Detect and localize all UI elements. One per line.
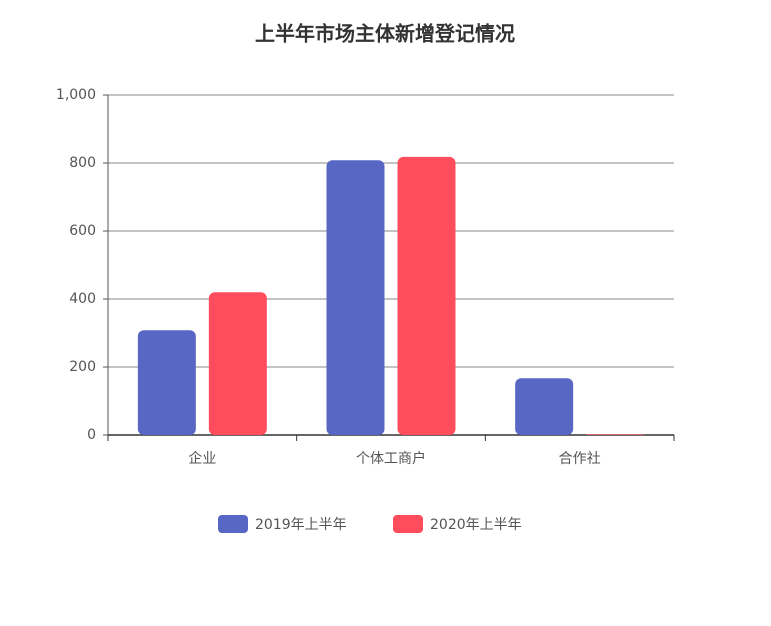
legend-label: 2019年上半年 bbox=[255, 517, 347, 533]
bar bbox=[326, 160, 385, 435]
y-tick-label: 400 bbox=[69, 291, 96, 307]
legend-swatch bbox=[393, 515, 423, 533]
legend-swatch bbox=[218, 515, 248, 533]
bar bbox=[137, 330, 196, 435]
y-tick-label: 800 bbox=[69, 155, 96, 171]
y-tick-label: 600 bbox=[69, 223, 96, 239]
bar bbox=[586, 434, 645, 435]
chart-title: 上半年市场主体新增登记情况 bbox=[255, 22, 515, 46]
bar bbox=[515, 378, 574, 435]
bar bbox=[397, 156, 456, 435]
legend-label: 2020年上半年 bbox=[430, 517, 522, 533]
y-tick-label: 0 bbox=[87, 427, 96, 443]
y-tick-label: 200 bbox=[69, 359, 96, 375]
x-tick-label: 个体工商户 bbox=[356, 450, 426, 467]
x-tick-label: 企业 bbox=[188, 450, 216, 467]
x-tick-label: 合作社 bbox=[559, 451, 601, 467]
bar bbox=[208, 292, 267, 435]
y-tick-label: 1,000 bbox=[56, 87, 96, 103]
